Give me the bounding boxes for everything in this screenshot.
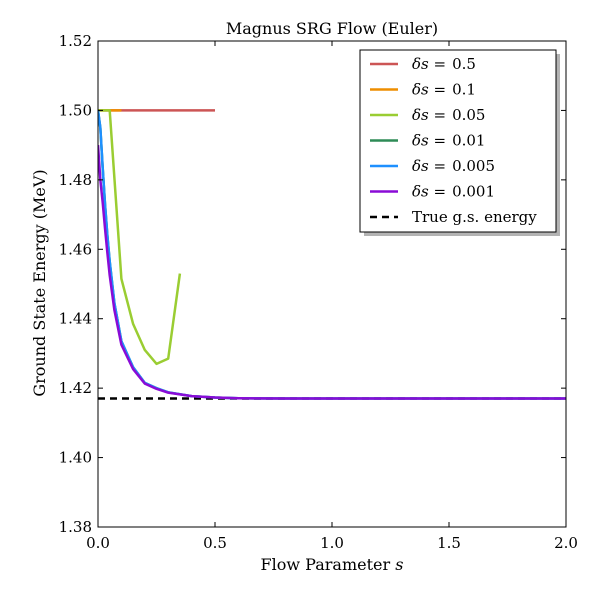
x-axis-label: Flow Parameter s (261, 555, 404, 574)
legend-label: True g.s. energy (412, 208, 537, 226)
legend-label: δs = 0.01 (412, 132, 485, 150)
x-tick-label: 2.0 (554, 534, 578, 552)
legend: δs = 0.5 δs = 0.1 δs = 0.05 δs = 0.01 δs = 0.005 δ… (359, 49, 560, 236)
legend-label: δs = 0.1 (412, 81, 476, 99)
y-axis-label: Ground State Energy (MeV) (30, 169, 49, 396)
legend-label: δs = 0.05 (412, 106, 485, 124)
series-line-0-001 (98, 145, 566, 400)
y-tick-label: 1.48 (59, 171, 92, 189)
y-tick-label: 1.46 (59, 240, 92, 258)
plot-area: 0.0 0.5 1.0 1.5 2.0 1.38 1.40 1.42 1.44 1.46 1.48 1… (59, 32, 578, 552)
series-line-0-05 (98, 109, 182, 366)
x-tick-label: 0.5 (203, 534, 227, 552)
x-tick-label: 1.5 (437, 534, 461, 552)
legend-label: δs = 0.5 (412, 55, 476, 73)
x-tick-label: 0.0 (86, 534, 110, 552)
y-tick-label: 1.38 (59, 518, 92, 536)
y-tick-label: 1.50 (59, 101, 92, 119)
y-tick-label: 1.40 (59, 449, 92, 467)
y-tick-label: 1.42 (59, 379, 92, 397)
y-tick-label: 1.44 (59, 310, 92, 328)
y-tick-label: 1.52 (59, 32, 92, 50)
legend-label: δs = 0.005 (412, 157, 495, 175)
x-tick-label: 1.0 (320, 534, 344, 552)
legend-label: δs = 0.001 (412, 183, 495, 201)
chart-title: Magnus SRG Flow (Euler) (226, 19, 438, 38)
